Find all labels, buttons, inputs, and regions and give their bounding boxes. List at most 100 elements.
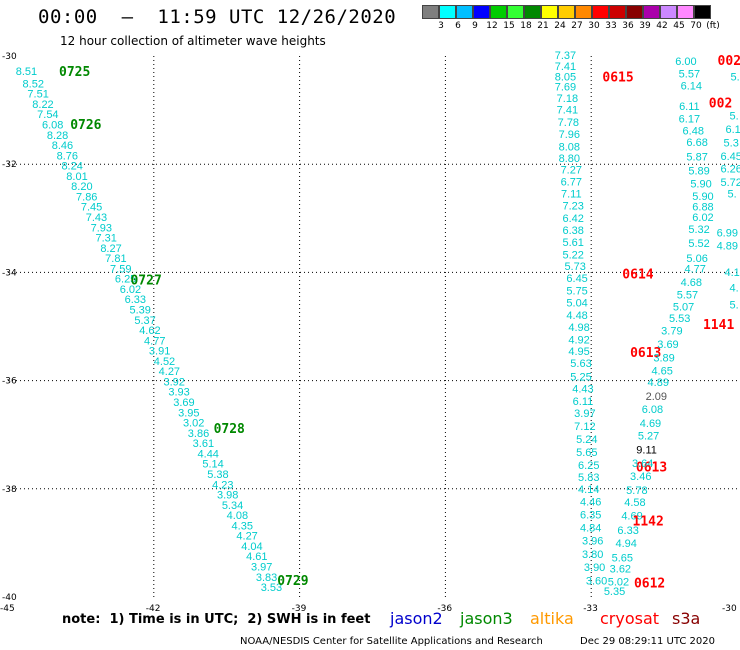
wave-height-value: 4.27 bbox=[236, 531, 257, 543]
wave-height-value: 6.26 bbox=[720, 163, 740, 175]
wave-height-value: 4.52 bbox=[154, 356, 175, 368]
wave-height-value: 4.77 bbox=[684, 263, 705, 275]
wave-height-value: 6.11 bbox=[679, 101, 700, 113]
wave-height-value: 6.17 bbox=[679, 114, 700, 126]
wave-height-value: 5.39 bbox=[129, 305, 150, 317]
wave-height-value: 7.12 bbox=[574, 421, 595, 433]
wave-height-value: 7.69 bbox=[555, 82, 576, 94]
wave-height-value: 4.95 bbox=[568, 346, 589, 358]
time-label: 0613 bbox=[630, 346, 661, 361]
wave-height-value: 6.33 bbox=[617, 525, 638, 537]
wave-height-value: 3.64 bbox=[632, 458, 653, 470]
sat-label-cryosat: cryosat bbox=[600, 609, 660, 628]
wave-height-value: 3.91 bbox=[149, 346, 170, 358]
wave-height-value: 7.41 bbox=[557, 104, 578, 116]
legend-swatch bbox=[439, 5, 456, 19]
legend-swatch bbox=[643, 5, 660, 19]
wave-height-value: 3.95 bbox=[178, 407, 199, 419]
wave-height-value: 7.78 bbox=[558, 117, 579, 129]
wave-height-value: 5.53 bbox=[669, 313, 690, 325]
legend-swatch bbox=[609, 5, 626, 19]
track-edge: 5.5.6.15.36.456.265.725.6.994.894.14.5. bbox=[717, 71, 740, 311]
legend-swatch bbox=[558, 5, 575, 19]
wave-height-value: 5. bbox=[729, 110, 738, 122]
wave-height-value: 7.54 bbox=[37, 109, 58, 121]
page-subtitle: 12 hour collection of altimeter wave hei… bbox=[60, 34, 326, 48]
wave-height-value: 4.89 bbox=[717, 241, 738, 253]
wave-height-value: 8.01 bbox=[66, 171, 87, 183]
wave-height-value: 5.22 bbox=[563, 249, 584, 261]
wave-height-value: 4. bbox=[729, 282, 738, 294]
wave-height-value: 4.65 bbox=[651, 366, 672, 378]
wave-height-value: 2.09 bbox=[646, 391, 667, 403]
wave-height-value: 7.96 bbox=[559, 129, 580, 141]
wave-height-value: 8.80 bbox=[559, 153, 580, 165]
sat-label-jason2: jason2 bbox=[390, 609, 443, 628]
wave-height-value: 3.86 bbox=[188, 428, 209, 440]
legend-label: 24 bbox=[554, 21, 566, 31]
time-label: 0727 bbox=[130, 273, 161, 288]
wave-height-value: 5. bbox=[729, 300, 738, 312]
wave-height-value: 7.27 bbox=[561, 164, 582, 176]
generated-timestamp: Dec 29 08:29:11 UTC 2020 bbox=[580, 636, 715, 647]
wave-height-value: 6.42 bbox=[563, 213, 584, 225]
track-cryosat-a: 7.377.418.057.697.187.417.787.968.088.80… bbox=[555, 50, 667, 591]
legend-label: 70 bbox=[690, 21, 702, 31]
wave-height-value: 6.25 bbox=[578, 460, 599, 472]
wave-height-value: 5.78 bbox=[626, 485, 647, 497]
wave-height-value: 5.83 bbox=[578, 472, 599, 484]
wave-height-value: 6.38 bbox=[563, 225, 584, 237]
wave-height-value: 6.33 bbox=[125, 294, 146, 306]
legend-label: 30 bbox=[588, 21, 600, 31]
time-label: 0614 bbox=[622, 267, 653, 282]
wave-height-value: 3.61 bbox=[193, 438, 214, 450]
sat-label-s3a: s3a bbox=[672, 609, 701, 628]
wave-height-value: 4.1 bbox=[724, 267, 739, 279]
wave-height-value: 5.87 bbox=[686, 151, 707, 163]
wave-height-value: 7.18 bbox=[557, 93, 578, 105]
legend-swatch bbox=[490, 5, 507, 19]
wave-height-value: 5.14 bbox=[202, 459, 223, 471]
wave-height-value: 5.02 bbox=[608, 577, 629, 589]
wave-height-value: 6.1 bbox=[725, 124, 740, 136]
wave-height-value: 7.45 bbox=[81, 202, 102, 214]
wave-height-value: 5.57 bbox=[677, 289, 698, 301]
wave-height-value: 5. bbox=[728, 189, 737, 201]
wave-height-value: 4.35 bbox=[232, 520, 253, 532]
lat-tick-label: -30 bbox=[2, 52, 17, 62]
legend-label: 27 bbox=[571, 21, 583, 31]
time-label: 1141 bbox=[703, 318, 734, 333]
wave-height-value: 3.92 bbox=[164, 376, 185, 388]
lat-tick-label: -40 bbox=[2, 593, 17, 603]
time-label: 0613 bbox=[636, 460, 667, 475]
legend-swatch bbox=[626, 5, 643, 19]
wave-height-value: 3.96 bbox=[582, 536, 603, 548]
wave-height-value: 5. bbox=[730, 71, 739, 83]
wave-height-value: 6.11 bbox=[573, 396, 594, 408]
legend-swatch bbox=[524, 5, 541, 19]
wave-height-value: 3.02 bbox=[183, 418, 204, 430]
wave-height-value: 5.37 bbox=[134, 315, 155, 327]
time-label: 0728 bbox=[214, 422, 245, 437]
wave-height-value: 5.63 bbox=[570, 358, 591, 370]
wave-height-value: 5.38 bbox=[207, 469, 228, 481]
wave-height-value: 7.41 bbox=[555, 61, 576, 73]
lon-tick-label: -39 bbox=[292, 604, 307, 614]
legend-label: 42 bbox=[656, 21, 668, 31]
wave-height-value: 3.97 bbox=[251, 561, 272, 573]
wave-height-value: 4.92 bbox=[568, 334, 589, 346]
wave-height-value: 3.98 bbox=[217, 490, 238, 502]
wave-height-value: 5.57 bbox=[679, 69, 700, 81]
sat-label-altika: altika bbox=[530, 609, 574, 628]
wave-height-value: 3.80 bbox=[582, 549, 603, 561]
wave-height-value: 3.89 bbox=[653, 353, 674, 365]
lat-tick-label: -34 bbox=[2, 268, 17, 278]
credit-line: NOAA/NESDIS Center for Satellite Applica… bbox=[240, 636, 543, 647]
wave-height-value: 3.83 bbox=[256, 572, 277, 584]
wave-height-value: 4.94 bbox=[615, 538, 636, 550]
wave-height-value: 5.52 bbox=[688, 238, 709, 250]
wave-height-value: 5.25 bbox=[570, 372, 591, 384]
legend-labels: 3 6 9 12 15 18 21 24 27 30 33 36 39 42 45 70 (ft) bbox=[422, 21, 720, 33]
wave-height-value: 8.27 bbox=[100, 243, 121, 255]
wave-height-value: 6.99 bbox=[717, 228, 738, 240]
